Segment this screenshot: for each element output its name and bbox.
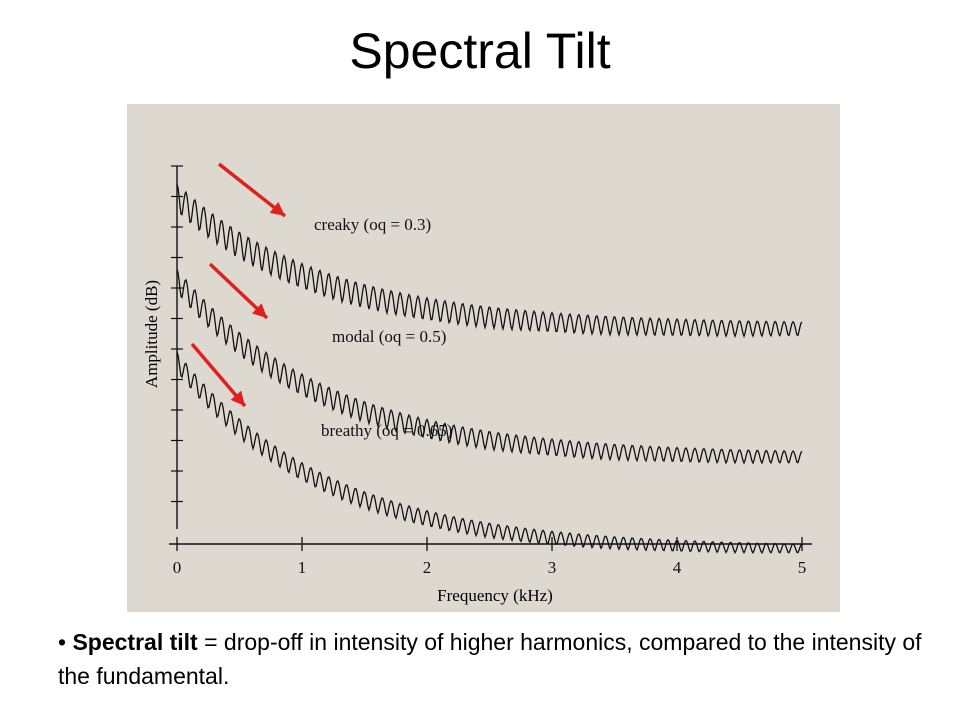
x-tick-label: 1	[298, 558, 307, 577]
x-tick-label: 0	[173, 558, 182, 577]
red-arrow-shaft	[217, 162, 287, 218]
x-tick-label: 4	[673, 558, 682, 577]
series-label: modal (oq = 0.5)	[332, 327, 446, 346]
x-tick-label: 5	[798, 558, 807, 577]
series-label: creaky (oq = 0.3)	[314, 215, 431, 234]
bullet-marker: •	[58, 629, 67, 655]
spectra-chart: 0 1 2 3 4 5 creaky (oq = 0.3) modal (oq = 0.5) b…	[127, 104, 840, 612]
series-label: breathy (oq = 0.65)	[321, 421, 452, 440]
y-axis-label: Amplitude (dB)	[142, 280, 161, 388]
spectrum-line-1	[176, 183, 803, 339]
spectrum-line-3	[176, 351, 803, 555]
red-arrow-head	[252, 303, 267, 318]
red-arrow-head	[269, 201, 285, 216]
spectral-tilt-figure: 0 1 2 3 4 5 creaky (oq = 0.3) modal (oq = 0.5) b…	[127, 104, 840, 612]
x-tick-label: 3	[548, 558, 557, 577]
scanned-page-background	[127, 104, 840, 612]
bullet-point: • Spectral tilt = drop-off in intensity …	[58, 625, 938, 693]
slide-title: Spectral Tilt	[349, 23, 611, 79]
spectrum-line-2	[176, 268, 803, 465]
red-arrow-head	[230, 390, 245, 406]
x-axis-label: Frequency (kHz)	[437, 586, 553, 605]
bullet-definition: = drop-off in intensity of higher harmon…	[58, 629, 922, 689]
x-tick-label: 2	[423, 558, 432, 577]
bullet-term: Spectral tilt	[72, 629, 198, 655]
